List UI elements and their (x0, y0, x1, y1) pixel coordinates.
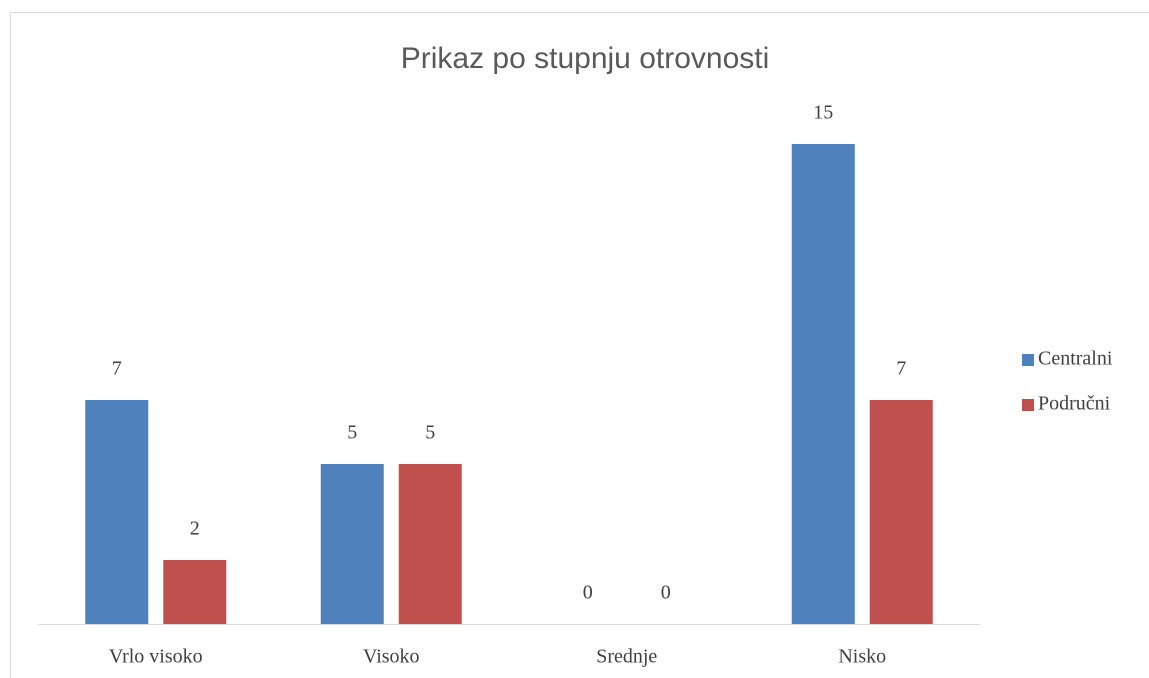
data-label: 2 (190, 518, 200, 540)
data-label: 7 (896, 358, 906, 380)
legend-swatch (1022, 399, 1034, 411)
data-label: 0 (583, 582, 593, 604)
bar (163, 560, 227, 624)
bar (85, 400, 149, 624)
bar (869, 400, 933, 624)
data-label: 5 (425, 422, 435, 444)
bar (320, 464, 384, 624)
bar (791, 144, 855, 624)
data-label: 7 (112, 358, 122, 380)
data-label: 15 (813, 102, 833, 124)
x-tick-label: Visoko (363, 646, 420, 668)
chart-border (10, 12, 1149, 678)
chart-title: Prikaz po stupnju otrovnosti (401, 42, 770, 75)
data-label: 0 (661, 582, 671, 604)
data-label: 5 (347, 422, 357, 444)
x-tick-label: Nisko (838, 646, 886, 668)
bar (398, 464, 462, 624)
x-tick-label: Vrlo visoko (109, 646, 203, 668)
x-tick-label: Srednje (596, 646, 657, 668)
legend-label: Centralni (1038, 348, 1113, 370)
legend-swatch (1022, 354, 1034, 366)
legend-label: Područni (1038, 393, 1111, 415)
